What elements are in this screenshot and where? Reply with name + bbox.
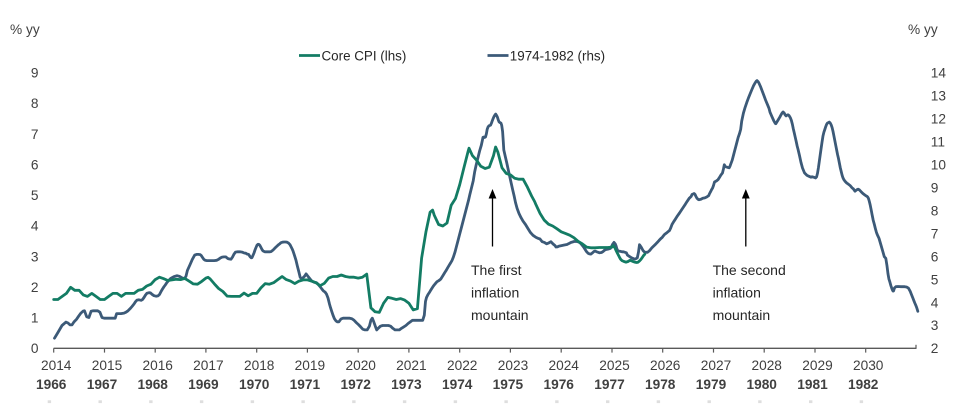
svg-text:2026: 2026 <box>650 358 681 373</box>
svg-text:9: 9 <box>31 66 39 81</box>
svg-text:mountain: mountain <box>713 307 771 323</box>
svg-text:2030: 2030 <box>853 358 884 373</box>
svg-text:1981: 1981 <box>797 377 828 392</box>
svg-text:5: 5 <box>931 272 939 287</box>
svg-text:inflation: inflation <box>471 284 519 300</box>
svg-text:8: 8 <box>931 203 939 218</box>
svg-text:6: 6 <box>931 249 939 264</box>
svg-text:1978: 1978 <box>645 377 676 392</box>
svg-text:2024: 2024 <box>548 358 579 373</box>
svg-text:2015: 2015 <box>92 358 123 373</box>
svg-text:2: 2 <box>931 341 939 356</box>
svg-text:7: 7 <box>31 127 39 142</box>
svg-text:Core CPI (lhs): Core CPI (lhs) <box>322 49 407 64</box>
svg-text:3: 3 <box>931 318 939 333</box>
svg-text:2022: 2022 <box>447 358 477 373</box>
svg-text:1966: 1966 <box>36 377 67 392</box>
svg-text:mountain: mountain <box>471 307 529 323</box>
svg-text:4: 4 <box>931 295 939 310</box>
svg-text:% yy: % yy <box>10 22 40 37</box>
svg-text:1967: 1967 <box>87 377 118 392</box>
svg-text:1972: 1972 <box>340 377 371 392</box>
svg-text:1968: 1968 <box>137 377 168 392</box>
svg-text:2019: 2019 <box>295 358 325 373</box>
svg-text:5: 5 <box>31 188 39 203</box>
svg-text:% yy: % yy <box>908 22 938 37</box>
svg-text:2029: 2029 <box>802 358 832 373</box>
svg-text:10: 10 <box>931 158 947 173</box>
svg-text:1970: 1970 <box>239 377 270 392</box>
svg-text:2025: 2025 <box>599 358 630 373</box>
svg-text:The first: The first <box>471 262 522 278</box>
svg-text:1971: 1971 <box>290 377 321 392</box>
svg-text:1982: 1982 <box>848 377 879 392</box>
svg-text:inflation: inflation <box>713 284 761 300</box>
svg-text:1969: 1969 <box>188 377 219 392</box>
svg-text:2027: 2027 <box>701 358 731 373</box>
svg-text:2021: 2021 <box>396 358 426 373</box>
svg-text:7: 7 <box>931 226 939 241</box>
svg-text:1974-1982 (rhs): 1974-1982 (rhs) <box>510 49 605 64</box>
svg-text:9: 9 <box>931 181 939 196</box>
svg-text:2: 2 <box>31 280 39 295</box>
svg-text:2023: 2023 <box>498 358 529 373</box>
svg-text:12: 12 <box>931 112 946 127</box>
svg-text:8: 8 <box>31 96 39 111</box>
svg-text:1980: 1980 <box>746 377 777 392</box>
svg-text:2014: 2014 <box>41 358 72 373</box>
svg-text:14: 14 <box>931 66 947 81</box>
svg-text:4: 4 <box>31 219 39 234</box>
svg-text:3: 3 <box>31 249 39 264</box>
svg-text:1974: 1974 <box>442 377 473 392</box>
svg-text:6: 6 <box>31 158 39 173</box>
svg-text:2018: 2018 <box>244 358 275 373</box>
svg-text:1973: 1973 <box>391 377 422 392</box>
svg-text:The second: The second <box>713 262 786 278</box>
svg-text:1975: 1975 <box>493 377 524 392</box>
svg-text:13: 13 <box>931 89 947 104</box>
svg-text:0: 0 <box>31 341 39 356</box>
svg-text:2017: 2017 <box>193 358 223 373</box>
svg-text:2028: 2028 <box>751 358 782 373</box>
svg-text:2020: 2020 <box>345 358 376 373</box>
svg-text:1: 1 <box>31 311 39 326</box>
svg-text:1979: 1979 <box>696 377 727 392</box>
svg-text:1977: 1977 <box>594 377 625 392</box>
svg-text:1976: 1976 <box>543 377 574 392</box>
svg-text:11: 11 <box>931 135 945 150</box>
svg-text:2016: 2016 <box>142 358 173 373</box>
